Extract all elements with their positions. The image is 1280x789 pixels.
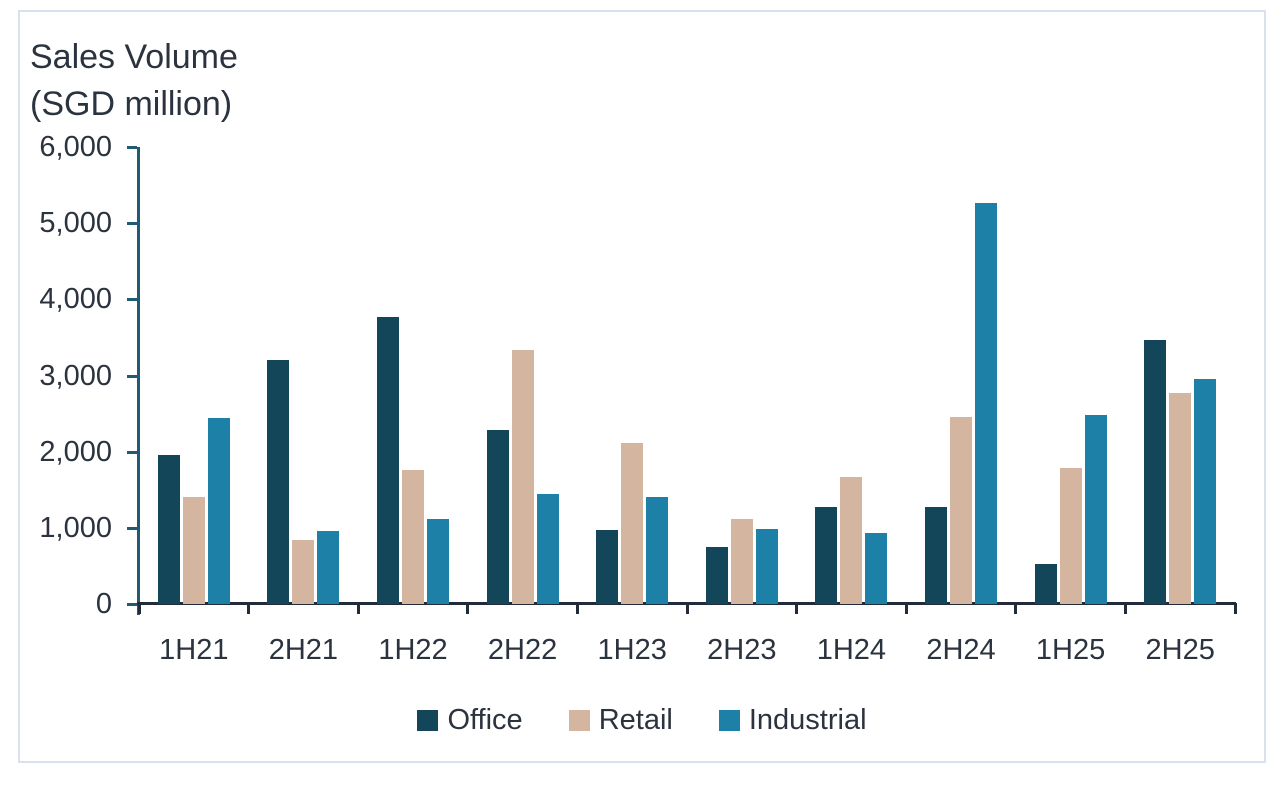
bar-retail-2H25	[1169, 393, 1192, 604]
bar-office-1H25	[1034, 564, 1057, 604]
y-axis-tick	[127, 450, 137, 454]
bar-retail-1H24	[840, 476, 863, 604]
x-axis-tick	[1233, 603, 1237, 614]
bar-industrial-1H24	[865, 533, 888, 604]
y-axis-label: 6,000	[39, 131, 112, 163]
bar-industrial-1H22	[427, 519, 449, 604]
bar-office-1H24	[815, 507, 838, 604]
chart-title-line1: Sales Volume	[30, 38, 238, 76]
legend-label-retail: Retail	[598, 704, 673, 736]
bar-office-2H24	[925, 506, 947, 604]
y-axis	[137, 147, 140, 615]
bar-retail-1H25	[1059, 468, 1082, 604]
bar-retail-1H23	[621, 443, 644, 604]
y-axis-label: 2,000	[39, 435, 112, 468]
legend-swatch-industrial	[718, 709, 740, 731]
x-axis-tick	[904, 603, 908, 614]
legend-label-office: Office	[447, 704, 523, 736]
y-axis-tick	[127, 374, 137, 378]
bar-office-1H22	[377, 316, 399, 604]
x-axis-tick	[1123, 603, 1127, 614]
legend-swatch-retail	[568, 709, 590, 731]
bar-office-1H23	[596, 530, 619, 604]
bar-retail-1H21	[182, 497, 205, 604]
x-axis-tick	[795, 603, 799, 614]
legend-label-industrial: Industrial	[748, 704, 867, 736]
bar-office-2H25	[1144, 339, 1167, 604]
y-axis-tick	[127, 526, 137, 530]
y-axis-tick	[127, 603, 137, 606]
y-axis-label: 1,000	[39, 511, 112, 544]
chart-title-line2: (SGD million)	[30, 85, 233, 123]
plot-area	[127, 146, 1237, 615]
x-axis-label-2H21: 2H21	[268, 634, 339, 666]
legend-item-retail: Retail	[568, 704, 673, 736]
bar-industrial-2H25	[1194, 378, 1217, 604]
bar-industrial-1H23	[646, 497, 669, 604]
legend-swatch-office	[417, 709, 439, 731]
x-axis-label-1H23: 1H23	[597, 634, 667, 666]
y-axis-label: 3,000	[39, 359, 112, 392]
y-axis-tick	[127, 222, 137, 226]
bar-retail-2H23	[730, 519, 753, 604]
y-axis-label: 5,000	[39, 207, 112, 240]
bar-office-1H21	[157, 455, 180, 604]
x-axis-label-2H23: 2H23	[707, 634, 777, 666]
bar-office-2H22	[486, 429, 509, 604]
bar-industrial-1H25	[1084, 415, 1107, 604]
bar-retail-1H22	[402, 469, 424, 604]
x-axis-tick	[466, 603, 470, 614]
x-axis-label-2H22: 2H22	[487, 634, 558, 666]
x-axis-label-1H25: 1H25	[1035, 634, 1106, 666]
x-axis-tick	[247, 603, 251, 614]
legend-item-industrial: Industrial	[718, 704, 867, 736]
legend-item-office: Office	[417, 704, 523, 736]
y-axis-tick	[127, 298, 137, 302]
x-axis-label-1H24: 1H24	[816, 634, 887, 666]
bar-retail-2H22	[511, 349, 534, 604]
chart-card: Sales Volume (SGD million) Office Retail I…	[18, 10, 1266, 763]
x-axis-tick	[1014, 603, 1018, 614]
y-axis-tick	[127, 146, 137, 149]
x-axis-tick	[575, 603, 579, 614]
y-axis-label: 4,000	[39, 283, 112, 316]
x-axis-label-1H21: 1H21	[159, 634, 229, 666]
bar-industrial-2H22	[536, 493, 559, 604]
bar-industrial-2H23	[755, 529, 778, 604]
legend: Office Retail Industrial	[20, 705, 1264, 735]
chart-title: Sales Volume (SGD million)	[30, 34, 238, 128]
x-axis-tick	[356, 603, 360, 614]
x-axis-tick	[685, 603, 689, 614]
bar-industrial-2H21	[317, 530, 340, 604]
x-axis-tick	[137, 603, 141, 614]
bar-industrial-2H24	[975, 202, 997, 604]
bar-office-2H21	[267, 360, 290, 604]
bar-industrial-1H21	[207, 418, 230, 604]
bar-office-2H23	[705, 546, 728, 604]
x-axis-label-2H25: 2H25	[1145, 634, 1215, 666]
x-axis-label-2H24: 2H24	[926, 634, 996, 666]
x-axis-label-1H22: 1H22	[378, 634, 448, 666]
bar-retail-2H24	[950, 417, 972, 604]
bar-retail-2H21	[292, 540, 315, 604]
y-axis-label: 0	[95, 588, 112, 620]
